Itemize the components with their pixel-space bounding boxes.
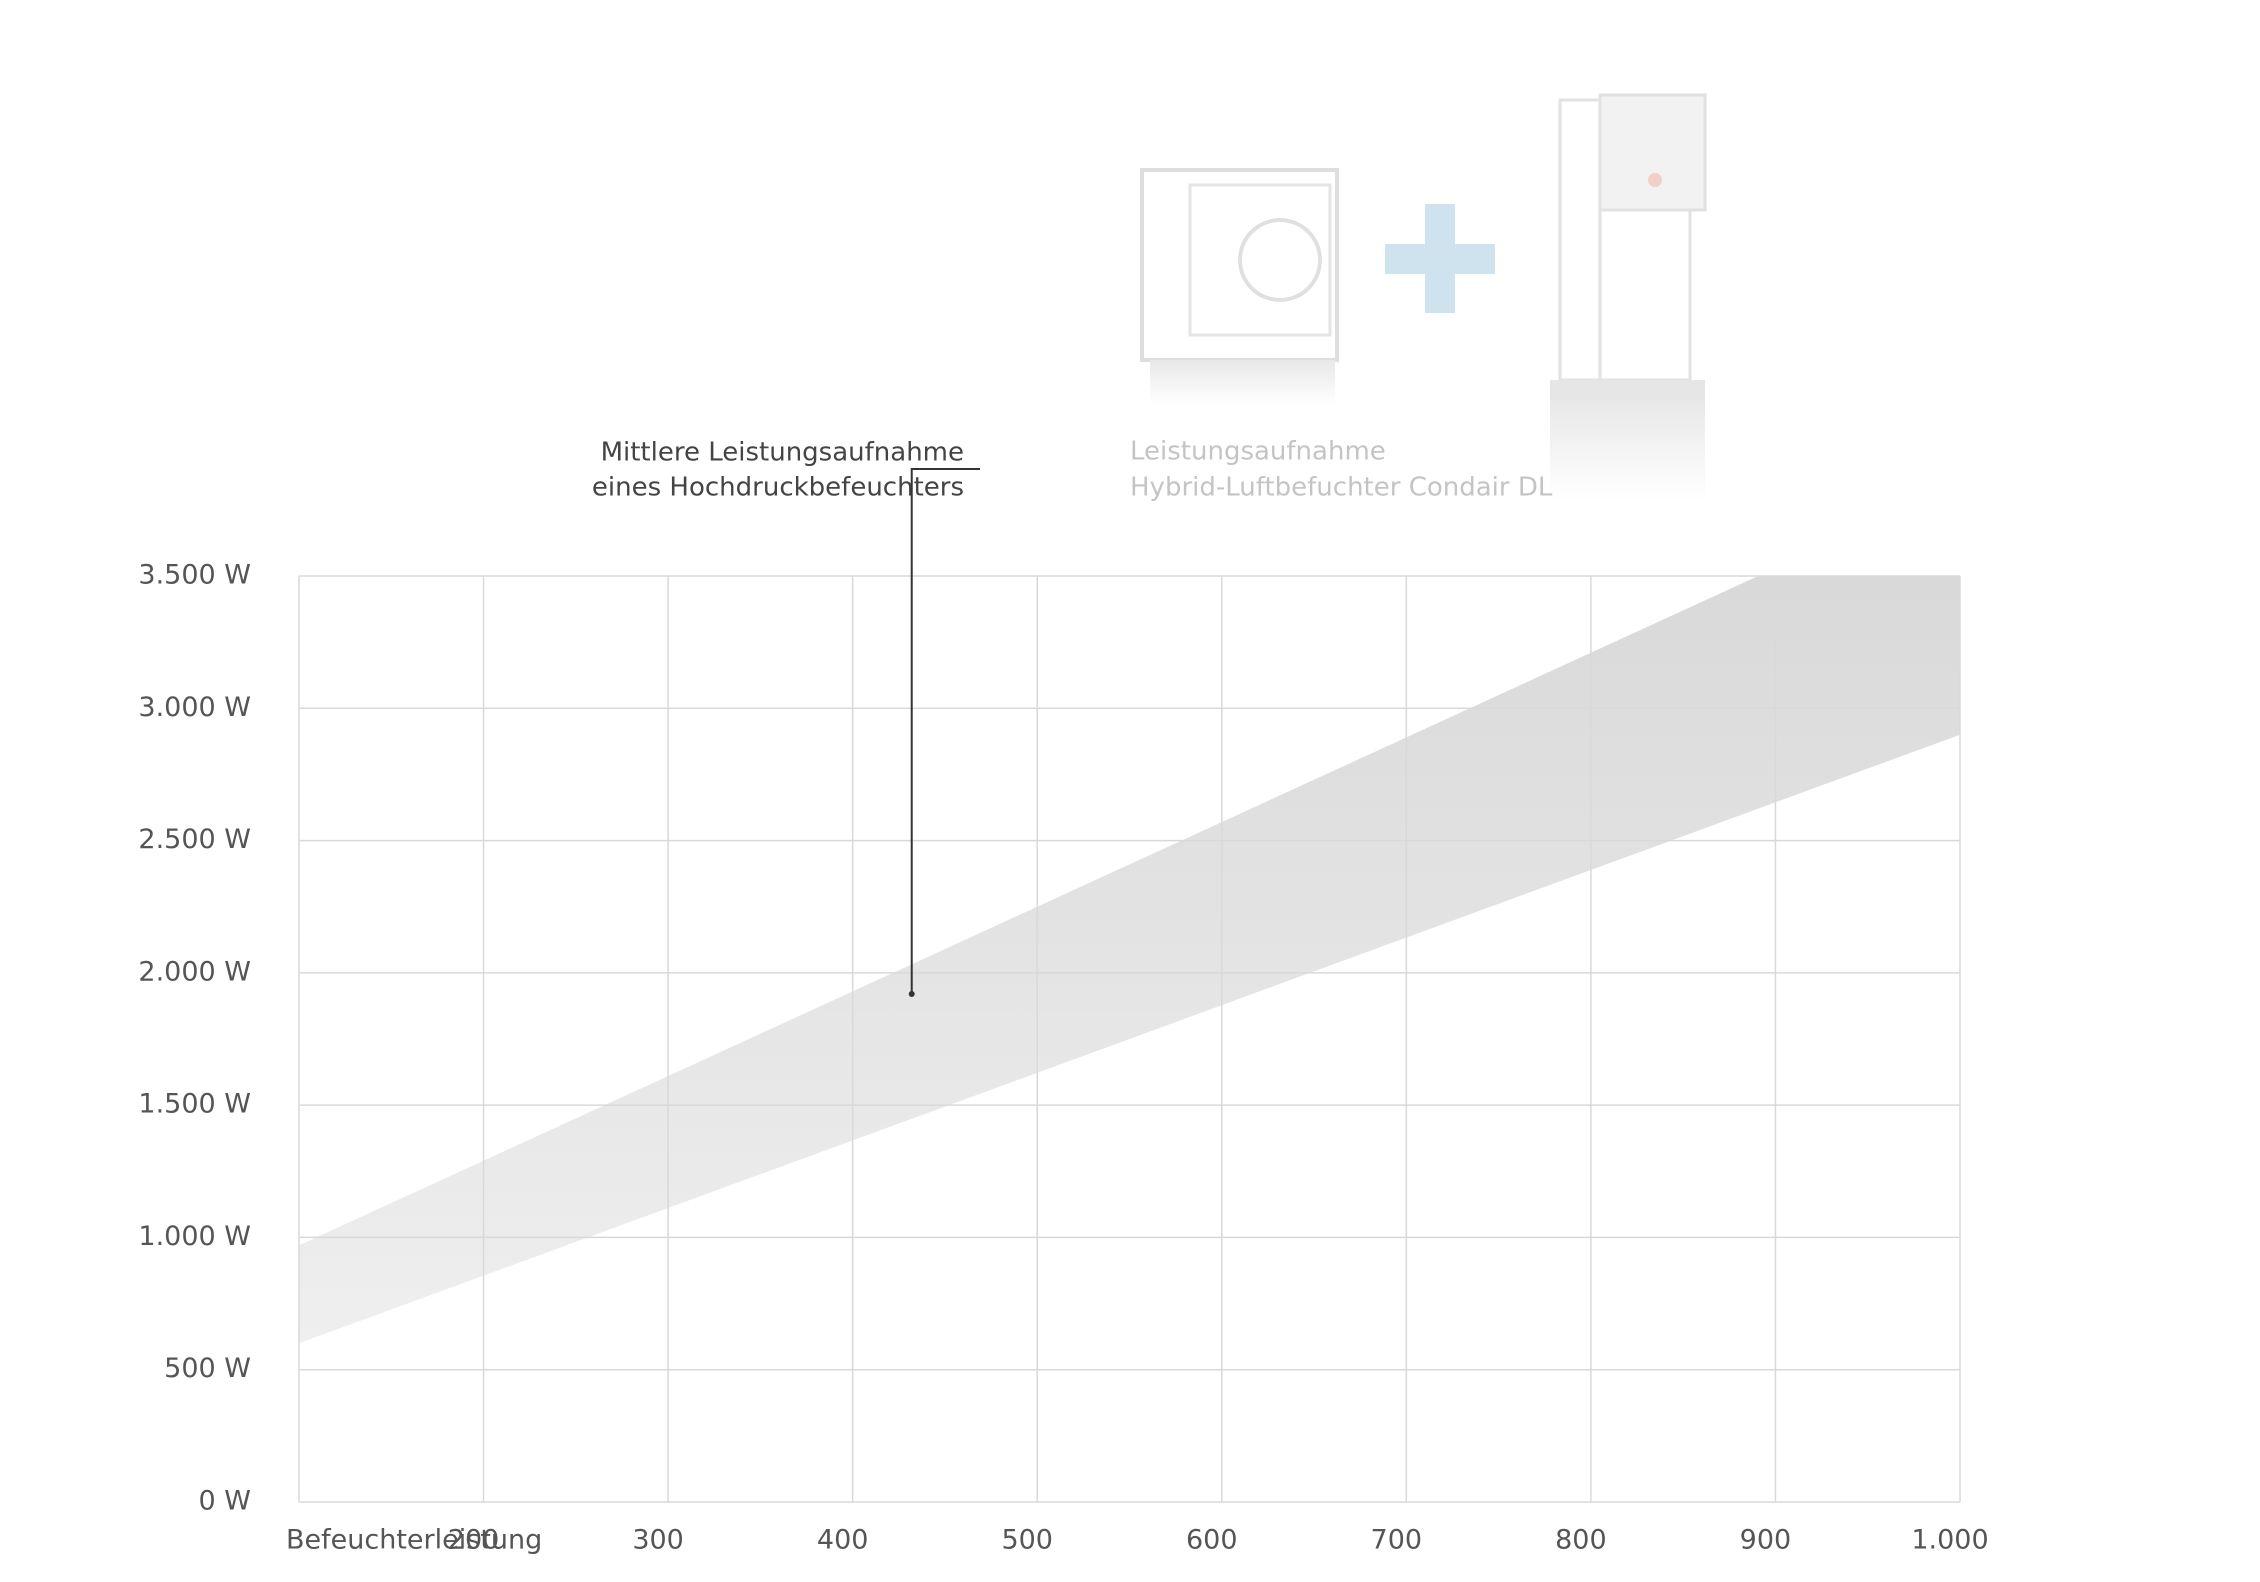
y-tick-label: 2.500 W <box>138 824 251 855</box>
y-tick-label: 2.000 W <box>138 956 251 987</box>
x-tick-label: 900 <box>1740 1525 1792 1556</box>
y-tick-label: 500 W <box>164 1353 251 1384</box>
x-tick-label: 500 <box>1001 1525 1053 1556</box>
annotation: Mittlere Leistungsaufnahme <box>601 438 964 468</box>
band-group <box>299 576 1960 1344</box>
annotation-point <box>908 991 915 998</box>
product-label: Leistungsaufnahme <box>1130 437 1386 467</box>
band <box>299 576 1960 1344</box>
x-tick-label: 300 <box>632 1525 684 1556</box>
x-tick-label: 800 <box>1555 1525 1607 1556</box>
annotation-leader <box>910 468 980 995</box>
product-images <box>1140 93 1707 500</box>
x-axis-label: Befeuchterleistung <box>286 1525 542 1556</box>
product-label: Hybrid-Luftbefuchter Condair DL <box>1130 473 1553 503</box>
x-tick-label: 400 <box>817 1525 869 1556</box>
x-tick-label: 200 <box>448 1525 500 1556</box>
x-tick-label: 600 <box>1186 1525 1238 1556</box>
y-tick-label: 0 W <box>199 1486 251 1517</box>
y-tick-label: 3.000 W <box>138 692 251 723</box>
x-tick-label: 1.000 <box>1911 1525 1988 1556</box>
y-tick-label: 3.500 W <box>138 560 251 591</box>
x-tick-label: 700 <box>1371 1525 1423 1556</box>
y-tick-label: 1.500 W <box>138 1089 251 1120</box>
annotation: eines Hochdruckbefeuchters <box>592 473 964 503</box>
y-tick-label: 1.000 W <box>138 1221 251 1252</box>
